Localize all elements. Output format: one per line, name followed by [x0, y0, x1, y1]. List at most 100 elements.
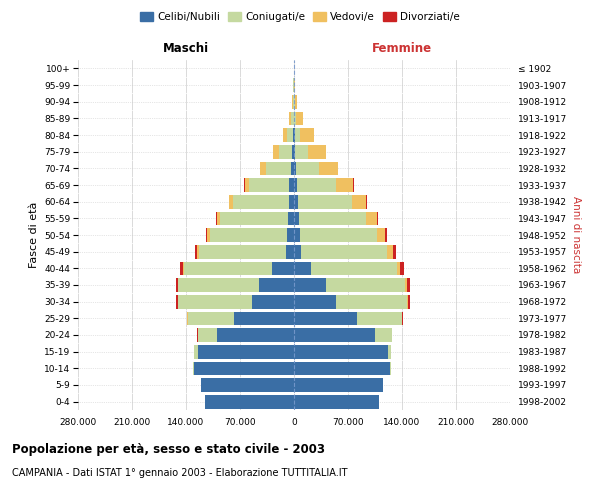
Bar [296, 162, 319, 175]
Bar [197, 345, 294, 358]
Bar [178, 295, 251, 308]
Bar [266, 162, 290, 175]
Bar [194, 345, 197, 358]
Bar [294, 345, 388, 358]
Bar [184, 262, 272, 275]
Bar [234, 312, 294, 325]
Bar [278, 145, 292, 158]
Bar [210, 228, 287, 242]
Bar [337, 295, 407, 308]
Bar [287, 228, 294, 242]
Bar [294, 228, 300, 242]
Bar [294, 195, 298, 208]
Bar [292, 95, 293, 108]
Bar [294, 278, 326, 292]
Bar [311, 262, 397, 275]
Bar [294, 312, 357, 325]
Bar [217, 212, 220, 225]
Bar [299, 212, 366, 225]
Bar [294, 95, 295, 108]
Bar [298, 195, 352, 208]
Bar [294, 378, 383, 392]
Bar [385, 228, 387, 242]
Y-axis label: Anni di nascita: Anni di nascita [571, 196, 581, 274]
Bar [180, 262, 182, 275]
Text: CAMPANIA - Dati ISTAT 1° gennaio 2003 - Elaborazione TUTTITALIA.IT: CAMPANIA - Dati ISTAT 1° gennaio 2003 - … [12, 468, 347, 477]
Bar [296, 112, 303, 125]
Bar [375, 328, 392, 342]
Bar [197, 245, 199, 258]
Bar [366, 212, 377, 225]
Bar [308, 145, 326, 158]
Bar [288, 212, 294, 225]
Bar [408, 295, 410, 308]
Bar [405, 278, 407, 292]
Bar [216, 212, 217, 225]
Bar [259, 278, 294, 292]
Bar [377, 212, 379, 225]
Bar [273, 145, 278, 158]
Bar [289, 195, 294, 208]
Bar [205, 395, 294, 408]
Bar [229, 195, 233, 208]
Bar [217, 328, 294, 342]
Bar [260, 162, 266, 175]
Bar [291, 112, 293, 125]
Bar [293, 128, 294, 142]
Bar [199, 245, 286, 258]
Bar [294, 145, 295, 158]
Bar [290, 162, 294, 175]
Bar [388, 345, 391, 358]
Bar [295, 145, 308, 158]
Bar [294, 328, 375, 342]
Bar [388, 245, 393, 258]
Bar [400, 262, 404, 275]
Bar [301, 245, 388, 258]
Bar [289, 112, 291, 125]
Bar [176, 278, 178, 292]
Text: Femmine: Femmine [372, 42, 432, 55]
Bar [233, 195, 289, 208]
Bar [294, 162, 296, 175]
Bar [294, 362, 391, 375]
Bar [251, 295, 294, 308]
Bar [176, 295, 178, 308]
Bar [188, 312, 234, 325]
Bar [377, 228, 385, 242]
Bar [287, 128, 293, 142]
Bar [300, 128, 314, 142]
Bar [294, 295, 337, 308]
Bar [294, 395, 379, 408]
Bar [202, 378, 294, 392]
Bar [283, 128, 287, 142]
Bar [182, 262, 184, 275]
Text: Maschi: Maschi [163, 42, 209, 55]
Bar [286, 245, 294, 258]
Bar [294, 178, 298, 192]
Bar [289, 178, 294, 192]
Bar [197, 328, 217, 342]
Bar [402, 312, 403, 325]
Bar [272, 262, 294, 275]
Bar [366, 195, 367, 208]
Bar [319, 162, 338, 175]
Bar [393, 245, 396, 258]
Bar [407, 295, 408, 308]
Bar [295, 128, 300, 142]
Bar [206, 228, 207, 242]
Bar [407, 278, 410, 292]
Y-axis label: Fasce di età: Fasce di età [29, 202, 38, 268]
Bar [245, 178, 249, 192]
Bar [207, 228, 210, 242]
Bar [294, 262, 311, 275]
Bar [357, 312, 402, 325]
Bar [220, 212, 288, 225]
Bar [294, 128, 295, 142]
Legend: Celibi/Nubili, Coniugati/e, Vedovi/e, Divorziati/e: Celibi/Nubili, Coniugati/e, Vedovi/e, Di… [136, 8, 464, 26]
Bar [298, 178, 336, 192]
Bar [249, 178, 289, 192]
Bar [336, 178, 353, 192]
Bar [294, 245, 301, 258]
Bar [294, 112, 296, 125]
Bar [194, 362, 294, 375]
